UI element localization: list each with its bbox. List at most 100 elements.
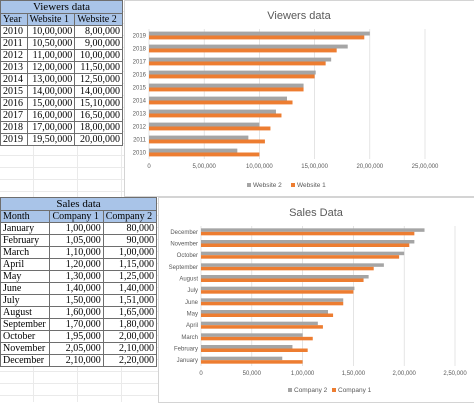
table-row[interactable]: 2015 14,00,000 14,00,000 <box>0 85 123 98</box>
table-row[interactable]: July 1,50,000 1,51,000 <box>0 294 158 307</box>
table-row[interactable]: 2010 10,00,000 8,00,000 <box>0 25 123 38</box>
bar[interactable] <box>201 348 308 353</box>
bar[interactable] <box>149 35 365 40</box>
bar[interactable] <box>201 313 334 318</box>
cell-year[interactable]: 2016 <box>0 97 28 110</box>
table-row[interactable]: 2013 12,00,000 11,50,000 <box>0 61 123 74</box>
cell-website-2[interactable]: 9,00,000 <box>74 37 123 50</box>
cell-month[interactable]: May <box>0 270 51 283</box>
cell-website-2[interactable]: 16,50,000 <box>74 109 123 122</box>
table-row[interactable]: 2019 19,50,000 20,00,000 <box>0 133 123 146</box>
cell-company-1[interactable]: 2,10,000 <box>49 354 104 367</box>
viewers-table-title[interactable]: Viewers data <box>0 0 123 14</box>
bar[interactable] <box>149 74 315 79</box>
bar[interactable] <box>149 61 326 66</box>
cell-month[interactable]: June <box>0 282 51 295</box>
cell-website-1[interactable]: 11,00,000 <box>26 49 76 62</box>
bar[interactable] <box>201 243 410 248</box>
cell-year[interactable]: 2013 <box>0 61 28 74</box>
bar[interactable] <box>201 336 313 341</box>
cell-website-2[interactable]: 18,00,000 <box>74 121 123 134</box>
table-row[interactable]: 2016 15,00,000 15,10,000 <box>0 97 123 110</box>
header-website-1[interactable]: Website 1 <box>26 13 76 26</box>
bar[interactable] <box>201 255 400 259</box>
table-row[interactable]: 2014 13,00,000 12,50,000 <box>0 73 123 86</box>
bar[interactable] <box>201 325 323 329</box>
cell-company-2[interactable]: 1,65,000 <box>102 306 158 319</box>
cell-company-2[interactable]: 80,000 <box>102 222 158 235</box>
bar[interactable] <box>201 301 344 306</box>
header-month[interactable]: Month <box>0 210 51 223</box>
cell-company-1[interactable]: 1,60,000 <box>49 306 104 319</box>
cell-company-2[interactable]: 1,15,000 <box>102 258 158 271</box>
cell-website-1[interactable]: 13,00,000 <box>26 73 76 86</box>
cell-company-2[interactable]: 1,80,000 <box>102 318 158 331</box>
cell-year[interactable]: 2017 <box>0 109 28 122</box>
header-company-1[interactable]: Company 1 <box>49 210 104 223</box>
cell-month[interactable]: March <box>0 246 51 259</box>
bar[interactable] <box>149 148 238 153</box>
cell-month[interactable]: October <box>0 330 51 343</box>
bar[interactable] <box>201 356 283 361</box>
bar[interactable] <box>201 228 425 232</box>
cell-website-2[interactable]: 10,00,000 <box>74 49 123 62</box>
cell-company-1[interactable]: 1,00,000 <box>49 222 104 235</box>
cell-company-2[interactable]: 2,20,000 <box>102 354 158 367</box>
cell-month[interactable]: July <box>0 294 51 307</box>
sales-data-table[interactable]: Sales data Month Company 1 Company 2 Jan… <box>0 197 158 367</box>
cell-year[interactable]: 2012 <box>0 49 28 62</box>
cell-year[interactable]: 2011 <box>0 37 28 50</box>
header-company-2[interactable]: Company 2 <box>102 210 158 223</box>
cell-company-2[interactable]: 1,00,000 <box>102 246 158 259</box>
bar[interactable] <box>201 231 415 236</box>
cell-company-1[interactable]: 1,10,000 <box>49 246 104 259</box>
sales-chart[interactable]: Sales Data 0 50,000 1,00,000 1,50,000 2,00,0… <box>158 197 474 403</box>
cell-website-1[interactable]: 12,00,000 <box>26 61 76 74</box>
cell-month[interactable]: January <box>0 222 51 235</box>
cell-website-2[interactable]: 15,10,000 <box>74 97 123 110</box>
table-row[interactable]: March 1,10,000 1,00,000 <box>0 246 158 259</box>
cell-company-2[interactable]: 1,51,000 <box>102 294 158 307</box>
bar[interactable] <box>149 31 370 36</box>
bar[interactable] <box>149 48 337 53</box>
bar[interactable] <box>201 310 328 314</box>
cell-year[interactable]: 2014 <box>0 73 28 86</box>
cell-company-1[interactable]: 2,05,000 <box>49 342 104 355</box>
bar[interactable] <box>201 321 318 326</box>
bar[interactable] <box>149 122 260 127</box>
bar[interactable] <box>201 298 344 302</box>
cell-website-1[interactable]: 14,00,000 <box>26 85 76 98</box>
cell-company-1[interactable]: 1,40,000 <box>49 282 104 295</box>
bar[interactable] <box>149 135 249 140</box>
cell-website-1[interactable]: 17,00,000 <box>26 121 76 134</box>
table-row[interactable]: September 1,70,000 1,80,000 <box>0 318 158 331</box>
cell-website-2[interactable]: 14,00,000 <box>74 85 123 98</box>
bar[interactable] <box>201 360 303 364</box>
bar[interactable] <box>149 152 260 157</box>
cell-website-2[interactable]: 20,00,000 <box>74 133 123 146</box>
table-row[interactable]: 2011 10,50,000 9,00,000 <box>0 37 123 50</box>
cell-website-2[interactable]: 8,00,000 <box>74 25 123 38</box>
bar[interactable] <box>201 251 405 256</box>
cell-website-2[interactable]: 11,50,000 <box>74 61 123 74</box>
cell-company-2[interactable]: 1,25,000 <box>102 270 158 283</box>
cell-company-1[interactable]: 1,95,000 <box>49 330 104 343</box>
table-row[interactable]: January 1,00,000 80,000 <box>0 222 158 235</box>
cell-year[interactable]: 2019 <box>0 133 28 146</box>
cell-month[interactable]: April <box>0 258 51 271</box>
cell-month[interactable]: February <box>0 234 51 247</box>
cell-website-1[interactable]: 16,00,000 <box>26 109 76 122</box>
table-row[interactable]: February 1,05,000 90,000 <box>0 234 158 247</box>
sales-table-title[interactable]: Sales data <box>0 197 157 211</box>
bar[interactable] <box>201 263 384 267</box>
table-row[interactable]: 2017 16,00,000 16,50,000 <box>0 109 123 122</box>
header-year[interactable]: Year <box>0 13 28 26</box>
cell-month[interactable]: December <box>0 354 51 367</box>
viewers-data-table[interactable]: Viewers data Year Website 1 Website 2 20… <box>0 0 123 146</box>
cell-company-2[interactable]: 1,40,000 <box>102 282 158 295</box>
cell-month[interactable]: August <box>0 306 51 319</box>
table-row[interactable]: May 1,30,000 1,25,000 <box>0 270 158 283</box>
cell-year[interactable]: 2018 <box>0 121 28 134</box>
viewers-chart[interactable]: Viewers data 0 5,00,000 10,00,000 15,00,000… <box>124 0 474 197</box>
table-row[interactable]: October 1,95,000 2,00,000 <box>0 330 158 343</box>
